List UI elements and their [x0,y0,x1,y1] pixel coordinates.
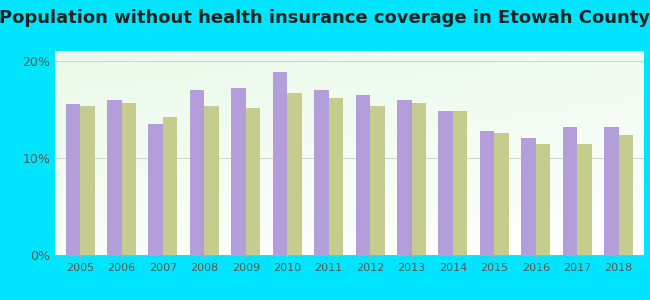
Text: Population without health insurance coverage in Etowah County: Population without health insurance cove… [0,9,650,27]
Bar [495,133,509,255]
Bar [521,138,536,255]
Bar [370,106,385,255]
Bar [356,95,370,255]
Bar [190,90,204,255]
Bar [80,106,95,255]
Bar [397,100,411,255]
Bar [163,117,177,255]
Bar [246,108,260,255]
Bar [604,127,619,255]
Bar [122,103,136,255]
Bar [411,103,426,255]
Bar [287,93,302,255]
Bar [204,106,219,255]
Bar [231,88,246,255]
Bar [314,90,329,255]
Bar [577,144,592,255]
Bar [107,100,122,255]
Bar [619,134,633,255]
Bar [329,98,343,255]
Bar [439,111,453,255]
Bar [273,72,287,255]
Bar [453,111,467,255]
Bar [66,104,80,255]
Bar [148,124,163,255]
Bar [480,131,495,255]
Bar [563,127,577,255]
Bar [536,144,551,255]
